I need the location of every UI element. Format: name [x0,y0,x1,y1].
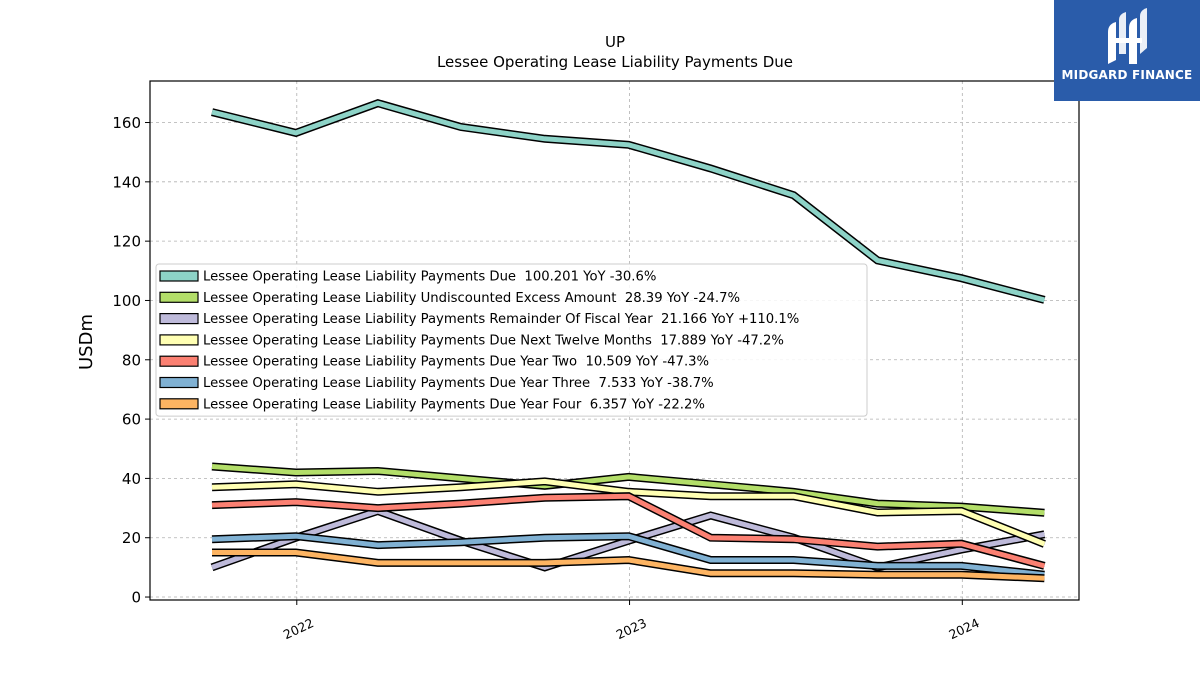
legend-item: Lessee Operating Lease Liability Payment… [159,333,784,348]
series-line-6 [211,532,1045,579]
chart-subtitle: Lessee Operating Lease Liability Payment… [437,53,793,71]
brand-logo: MIDGARD FINANCE [1054,0,1200,101]
y-tick-label: 40 [122,470,141,488]
series-line-7 [212,548,1045,583]
logo-text: MIDGARD FINANCE [1061,68,1193,82]
y-tick-label: 120 [112,233,141,251]
legend-swatch [159,355,199,367]
series-line-3 [210,506,1046,572]
series-line-5 [211,492,1046,570]
y-tick-label: 100 [112,292,141,310]
y-tick-label: 20 [122,529,141,547]
legend-label: Lessee Operating Lease Liability Payment… [203,270,656,285]
legend-item: Lessee Operating Lease Liability Payment… [159,397,705,412]
x-tick-label: 2024 [946,615,981,642]
legend-swatch [159,376,199,389]
midgard-logo-icon [1108,8,1147,64]
series-line-2 [211,462,1045,517]
chart-title: UP [605,33,625,51]
y-tick-label: 80 [122,351,141,369]
legend-label: Lessee Operating Lease Liability Undisco… [203,291,740,306]
series-stroke [212,550,1045,581]
legend-swatch [159,313,199,325]
legend-label: Lessee Operating Lease Liability Payment… [203,312,799,327]
legend-label: Lessee Operating Lease Liability Payment… [203,355,709,370]
series-line-1 [211,98,1046,304]
legend-item: Lessee Operating Lease Liability Payment… [159,376,714,391]
legend-swatch [159,270,199,282]
y-tick-label: 60 [122,411,141,429]
legend-item: Lessee Operating Lease Liability Payment… [159,270,656,285]
legend-swatch [159,398,199,410]
y-tick-label: 140 [112,173,141,191]
legend-frame [155,263,868,417]
x-tick-label: 2023 [614,615,649,642]
legend-item: Lessee Operating Lease Liability Payment… [159,355,709,370]
legend-item: Lessee Operating Lease Liability Undisco… [159,291,740,306]
y-axis-label: USDm [76,314,97,370]
legend: Lessee Operating Lease Liability Payment… [155,263,868,417]
series-line-4 [211,477,1046,548]
legend-swatch [159,291,199,303]
legend-label: Lessee Operating Lease Liability Payment… [203,376,714,391]
legend-label: Lessee Operating Lease Liability Payment… [203,397,705,412]
series-stroke [211,493,1046,569]
legend-item: Lessee Operating Lease Liability Payment… [159,312,799,327]
series-stroke [211,508,1045,571]
series-stroke [211,533,1045,578]
x-tick-label: 2022 [281,615,316,642]
series-stroke [211,100,1046,303]
series-stroke [211,478,1046,547]
legend-label: Lessee Operating Lease Liability Payment… [203,333,784,348]
series-layer [210,98,1046,583]
series-stroke [211,464,1045,516]
plot-frame [149,80,1080,601]
y-tick-label: 160 [112,114,141,132]
legend-swatch [159,334,199,346]
y-tick-label: 0 [131,589,141,607]
